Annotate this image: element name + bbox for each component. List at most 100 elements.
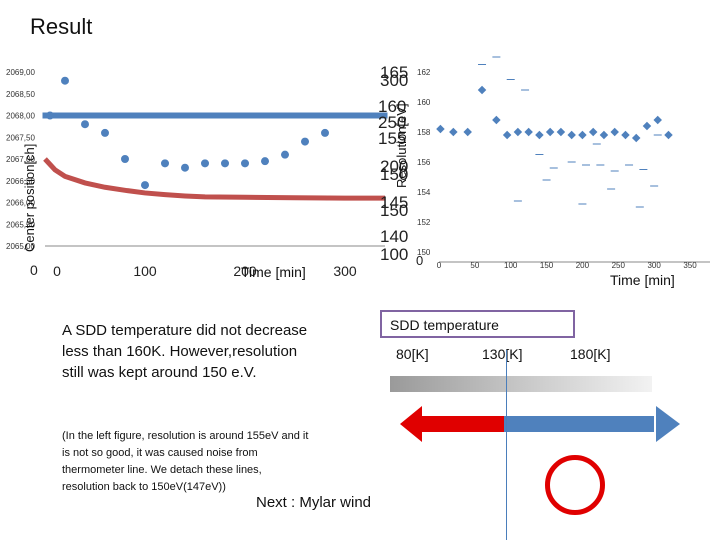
- blue-line-marker: [278, 112, 284, 119]
- blue-marker-point: [241, 159, 249, 168]
- blue-line-marker: [162, 112, 168, 119]
- blue-line-marker: [222, 112, 228, 119]
- blue-line-marker: [78, 112, 84, 119]
- overlay-label: 200: [380, 157, 409, 176]
- blue-marker-point: [261, 157, 269, 166]
- blue-line-marker: [146, 112, 152, 119]
- right-x-tick: 350: [683, 261, 697, 270]
- blue-line-marker: [66, 112, 72, 119]
- blue-line-marker: [326, 112, 332, 119]
- right-x-tick: 200: [576, 261, 590, 270]
- resolution-marker: [477, 85, 487, 95]
- resolution-marker: [588, 127, 598, 137]
- left-y-tick: 2067,50: [6, 133, 35, 142]
- overlay-label: 150: [380, 201, 409, 220]
- blue-line-marker: [62, 112, 68, 119]
- left-x-tick: 0: [53, 263, 61, 279]
- blue-line-marker: [198, 112, 204, 119]
- sdd-value-80k: 80[K]: [396, 346, 429, 362]
- right-y-tick: 150: [417, 248, 431, 257]
- blue-line-marker: [370, 112, 376, 119]
- blue-line-marker: [42, 112, 48, 119]
- blue-line-marker: [350, 112, 356, 119]
- blue-line-marker: [310, 112, 316, 119]
- blue-line-marker: [330, 112, 336, 119]
- blue-line-marker: [158, 112, 164, 119]
- blue-line-marker: [366, 112, 372, 119]
- blue-line-marker: [302, 112, 308, 119]
- blue-line-marker: [134, 112, 140, 119]
- left-y-tick: 2068,50: [6, 90, 35, 99]
- blue-arrow-body: [504, 416, 654, 432]
- blue-line-marker: [262, 112, 268, 119]
- blue-line-marker: [238, 112, 244, 119]
- left-x-tick: 300: [333, 263, 357, 279]
- blue-line-marker: [70, 112, 76, 119]
- slide-title: Result: [30, 14, 93, 39]
- blue-line-marker: [122, 112, 128, 119]
- blue-line-marker: [346, 112, 352, 119]
- blue-line-marker: [226, 112, 232, 119]
- right-y-axis-label: Resolution[eV]: [394, 103, 409, 188]
- overlay-label: 155: [378, 129, 407, 148]
- left-y-tick: 2069,00: [6, 68, 35, 77]
- blue-line-marker: [318, 112, 324, 119]
- sdd-temperature-box: SDD temperature: [380, 310, 575, 338]
- right-y-tick: 162: [417, 68, 431, 77]
- resolution-marker: [642, 121, 652, 131]
- resolution-marker: [610, 127, 619, 137]
- blue-line-marker: [234, 112, 240, 119]
- blue-marker-point: [121, 155, 129, 163]
- blue-marker-point: [321, 128, 329, 137]
- blue-line-marker: [258, 112, 264, 119]
- right-x-tick: 100: [504, 261, 518, 270]
- right-x-tick: 150: [540, 261, 554, 270]
- blue-line-marker: [86, 112, 92, 119]
- right-x-tick: 250: [612, 261, 626, 270]
- blue-line-marker: [114, 112, 120, 119]
- blue-line-marker: [286, 112, 292, 119]
- blue-line-marker: [338, 112, 344, 119]
- overlay-label: 140: [380, 227, 409, 246]
- blue-line-marker: [266, 112, 272, 119]
- sdd-value-180k: 180[K]: [570, 346, 611, 362]
- overlay-label: 0: [416, 253, 424, 268]
- resolution-marker: [567, 130, 576, 140]
- blue-line-marker: [334, 112, 340, 119]
- overlay-label: 160: [378, 97, 407, 116]
- blue-line-marker: [250, 112, 256, 119]
- blue-line-marker: [58, 112, 64, 119]
- blue-line-marker: [274, 112, 280, 119]
- blue-line-marker: [74, 112, 80, 119]
- left-x-axis-label: Time [min]: [241, 264, 306, 280]
- resolution-marker: [578, 130, 587, 140]
- resolution-marker: [545, 127, 555, 137]
- sdd-value-130k: 130[K]: [482, 346, 523, 362]
- mid-overlay: 165 300 160 250 155 200 150 145 150 140 …: [370, 60, 424, 280]
- left-chart-svg: 2069,00 2068,50 2068,00 2067,50 2067,00 2066,…: [6, 68, 388, 279]
- right-x-axis-label: Time [min]: [610, 272, 675, 288]
- right-x-tick: 300: [647, 261, 661, 270]
- blue-line-marker: [90, 112, 96, 119]
- blue-line-marker: [98, 112, 104, 119]
- blue-line-marker: [246, 112, 252, 119]
- resolution-marker: [436, 124, 445, 134]
- blue-line-marker: [126, 112, 132, 119]
- left-y-tick: 2068,00: [6, 112, 35, 121]
- blue-line-marker: [210, 112, 216, 119]
- blue-line-marker: [298, 112, 304, 119]
- blue-line-marker: [354, 112, 360, 119]
- left-y-tick: 2065,00: [6, 242, 35, 251]
- left-y-tick: 2067,00: [6, 155, 35, 164]
- resolution-marker: [653, 115, 662, 125]
- resolution-marker: [463, 127, 472, 137]
- blue-line-marker: [154, 112, 160, 119]
- double-arrow-svg: [400, 406, 680, 442]
- double-arrow: [400, 404, 680, 444]
- blue-line-marker: [170, 112, 176, 119]
- blue-marker-point: [81, 120, 89, 129]
- blue-marker-point: [201, 159, 209, 168]
- right-chart: 162 160 158 156 154 152 150 0 50 100 150 200 250 300 3…: [400, 0, 720, 300]
- blue-marker-point: [221, 159, 229, 168]
- blue-line-marker: [194, 112, 200, 119]
